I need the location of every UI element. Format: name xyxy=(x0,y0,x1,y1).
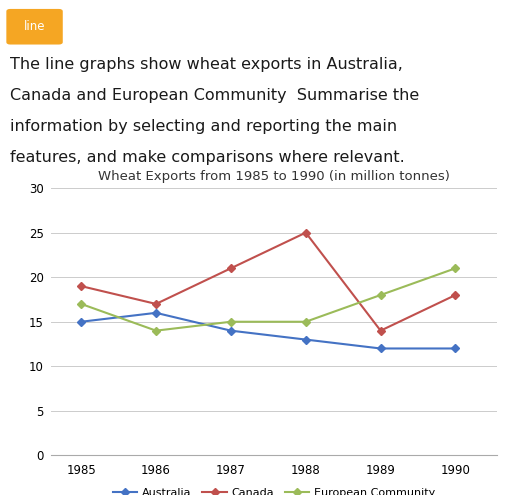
Text: Canada and European Community  Summarise the: Canada and European Community Summarise … xyxy=(10,88,419,103)
Text: information by selecting and reporting the main: information by selecting and reporting t… xyxy=(10,119,397,134)
FancyBboxPatch shape xyxy=(6,9,63,45)
Title: Wheat Exports from 1985 to 1990 (in million tonnes): Wheat Exports from 1985 to 1990 (in mill… xyxy=(98,170,450,183)
Legend: Australia, Canada, European Community: Australia, Canada, European Community xyxy=(109,483,439,495)
Text: The line graphs show wheat exports in Australia,: The line graphs show wheat exports in Au… xyxy=(10,57,403,72)
Text: line: line xyxy=(24,20,45,33)
Text: features, and make comparisons where relevant.: features, and make comparisons where rel… xyxy=(10,150,405,165)
